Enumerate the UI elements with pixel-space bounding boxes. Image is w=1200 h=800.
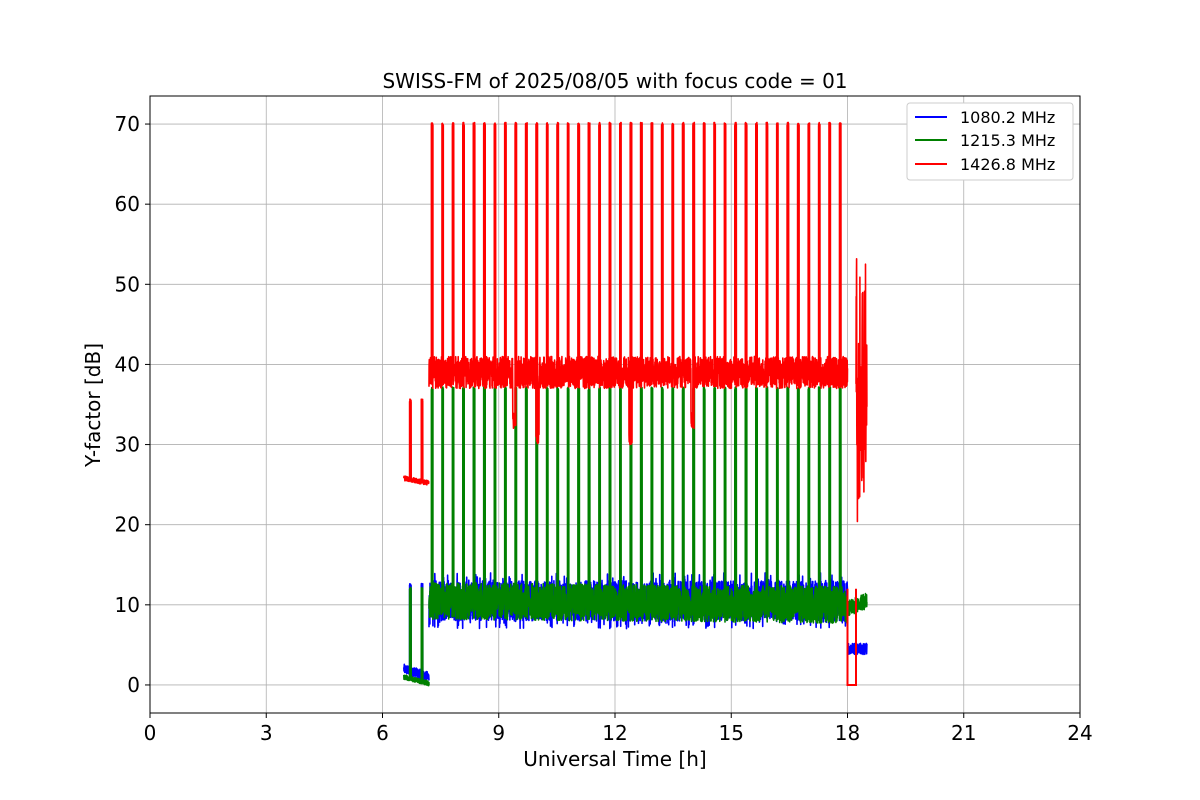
series-layer [403,121,868,687]
legend-label-1080: 1080.2 MHz [960,108,1055,127]
series-segment [846,588,857,686]
y-tick-label: 70 [115,112,140,136]
x-tick-label: 24 [1067,721,1092,745]
series-12153-mhz [403,386,868,687]
series-segment [846,642,868,656]
y-tick-label: 30 [115,433,140,457]
x-axis-ticks: 0 3 6 9 12 15 18 21 24 [144,713,1093,745]
series-14268-mhz [403,121,868,686]
y-tick-label: 0 [127,673,140,697]
x-tick-label: 0 [144,721,157,745]
series-segment [403,398,430,486]
x-tick-label: 12 [602,721,627,745]
legend-label-1215: 1215.3 MHz [960,131,1055,150]
series-segment [428,386,849,624]
y-tick-label: 40 [115,352,140,376]
legend-box [906,102,1074,181]
y-tick-label: 60 [115,192,140,216]
x-tick-label: 15 [719,721,744,745]
x-axis-label: Universal Time [h] [523,747,706,771]
legend-label-1426: 1426.8 MHz [960,155,1055,174]
x-tick-label: 18 [835,721,860,745]
series-segment [403,586,430,687]
y-tick-label: 50 [115,272,140,296]
y-axis-label: Y-factor [dB] [81,343,105,468]
x-tick-label: 9 [492,721,505,745]
x-tick-label: 3 [260,721,273,745]
y-tick-label: 20 [115,513,140,537]
x-tick-label: 6 [376,721,389,745]
x-tick-label: 21 [951,721,976,745]
y-axis-ticks: 0 10 20 30 40 50 60 70 [115,112,150,697]
series-segment [428,121,849,446]
series-segment [846,592,868,617]
legend: 1080.2 MHz 1215.3 MHz 1426.8 MHz [906,102,1074,181]
chart-title: SWISS-FM of 2025/08/05 with focus code =… [382,69,847,93]
y-tick-label: 10 [115,593,140,617]
series-segment [855,257,868,523]
